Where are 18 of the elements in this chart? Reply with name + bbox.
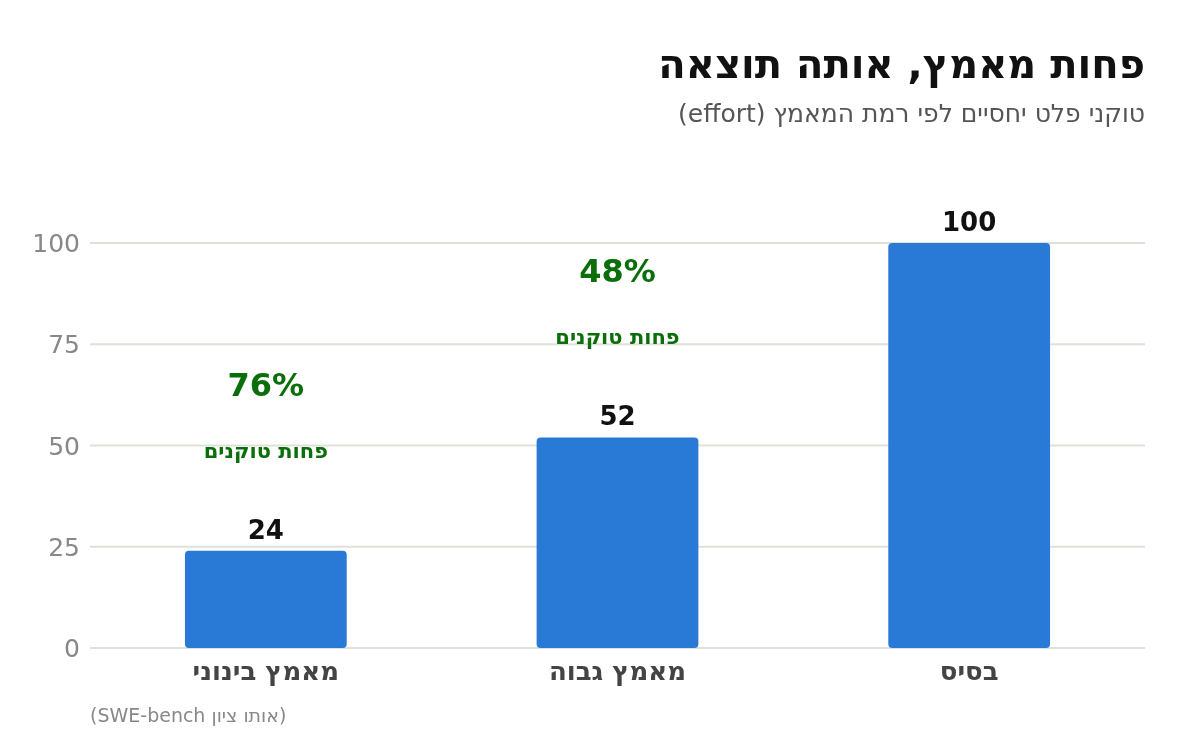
annotation: 76%	[227, 365, 305, 404]
y-tick-label: 50	[48, 431, 80, 461]
title: פחות מאמץ, אותה תוצאה	[658, 41, 1145, 87]
y-tick-label: 25	[48, 532, 80, 562]
y-tick-label: 75	[48, 330, 80, 360]
annotation: פחות טוקנים	[555, 325, 680, 350]
y-tick-label: 0	[64, 634, 80, 663]
data-label: 52	[599, 401, 636, 432]
annotation: פחות טוקנים	[203, 438, 328, 463]
category: מאמץ בינוני	[192, 656, 340, 686]
subtitle: טוקני פלט יחסיים לפי רמת המאמץ (effort)	[678, 99, 1145, 128]
data-label: 100	[942, 207, 997, 237]
category: מאמץ גבוה	[548, 656, 687, 686]
annotation: 48%	[579, 252, 656, 291]
category: בסיס	[939, 656, 999, 686]
data-label: 24	[247, 514, 284, 545]
y-tick-label: 100	[32, 229, 80, 258]
note: (אותו ציון SWE-bench)	[90, 704, 287, 726]
